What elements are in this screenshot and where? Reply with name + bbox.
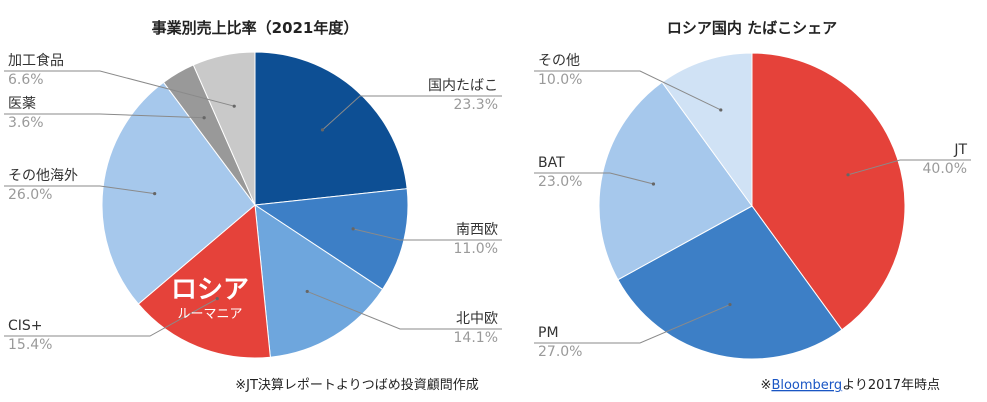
left-leader-domestic-tobacco (322, 95, 502, 131)
left-pct-south-west-europe: 11.0% (454, 241, 498, 257)
left-leader-pharma (4, 113, 205, 119)
bloomberg-link[interactable]: Bloomberg (771, 378, 842, 393)
right-leader-dot-others (719, 108, 723, 112)
left-leader-dot-cis-plus (215, 297, 219, 301)
left-label-domestic-tobacco: 国内たばこ (428, 78, 498, 94)
left-chart-title: 事業別売上比率（2021年度） (152, 19, 359, 37)
right-pie-labels: JT 40.0% PM 27.0% BAT 23.0% その他 10.0% (534, 53, 971, 360)
left-leader-dot-south-west-europe (351, 227, 355, 231)
left-pct-processed-food: 6.6% (8, 72, 44, 88)
left-leader-dot-processed-food (232, 104, 236, 108)
left-slice-other-overseas (101, 81, 256, 305)
highlight-sub-label: ルーマニア (177, 307, 242, 322)
right-leader-bat (534, 172, 654, 185)
left-leader-dot-north-central-europe (305, 289, 309, 294)
left-leader-dot-domestic-tobacco (320, 128, 325, 132)
left-pct-other-overseas: 26.0% (8, 187, 52, 203)
left-label-processed-food: 加工食品 (8, 52, 64, 69)
right-slice-pm (617, 205, 843, 360)
source-suffix: より2017年時点 (842, 378, 940, 393)
right-label-jt: JT (953, 142, 967, 158)
left-pie (101, 51, 409, 359)
left-leader-dot-other-overseas (153, 192, 157, 196)
left-slice-domestic-tobacco (254, 51, 408, 206)
right-label-pm: PM (538, 325, 559, 341)
left-pct-pharma: 3.6% (8, 115, 44, 131)
left-label-south-west-europe: 南西欧 (456, 222, 498, 238)
left-label-pharma: 医薬 (8, 96, 36, 112)
right-leader-dot-bat (651, 182, 656, 186)
right-leader-dot-jt (846, 173, 850, 177)
right-pct-pm: 27.0% (538, 344, 582, 360)
right-label-bat: BAT (538, 155, 565, 171)
left-leader-processed-food (4, 70, 235, 107)
left-source-note: ※JT決算レポートよりつばめ投資顧問作成 (235, 377, 479, 393)
right-source-note: ※Bloombergより2017年時点 (761, 378, 940, 393)
right-leader-others (534, 70, 722, 111)
left-pct-cis-plus: 15.4% (8, 337, 52, 353)
left-slice-north-central-europe (254, 204, 384, 358)
right-leader-dot-pm (728, 302, 732, 307)
left-label-other-overseas: その他海外 (8, 168, 78, 184)
left-leader-dot-pharma (202, 116, 206, 120)
right-leader-pm (534, 304, 731, 344)
left-label-north-central-europe: 北中欧 (456, 311, 498, 327)
left-leader-other-overseas (4, 185, 155, 195)
right-pct-bat: 23.0% (538, 174, 582, 190)
highlight-main-label: ロシア (171, 275, 249, 305)
right-pie (598, 52, 906, 360)
left-leader-cis-plus (4, 298, 218, 337)
right-label-others: その他 (538, 53, 580, 69)
left-pct-north-central-europe: 14.1% (454, 330, 498, 346)
right-leader-jt (847, 159, 971, 176)
right-pct-others: 10.0% (538, 72, 582, 88)
right-slice-others (661, 52, 753, 208)
left-slice-cis-plus (137, 204, 271, 359)
left-pct-domestic-tobacco: 23.3% (454, 97, 498, 113)
left-slice-processed-food (192, 51, 256, 206)
source-prefix: ※ (761, 378, 772, 393)
right-pct-jt: 40.0% (923, 161, 967, 177)
left-pie-labels: 国内たばこ 23.3% 南西欧 11.0% 北中欧 14.1% CIS+ 15.4% その他海外… (4, 52, 502, 353)
left-slice-south-west-europe (253, 188, 409, 291)
left-label-cis-plus: CIS+ (8, 318, 43, 334)
left-leader-north-central-europe (307, 290, 502, 330)
left-leader-south-west-europe (353, 228, 502, 241)
right-chart-title: ロシア国内 たばこシェア (667, 19, 837, 37)
right-slice-jt (751, 52, 906, 331)
